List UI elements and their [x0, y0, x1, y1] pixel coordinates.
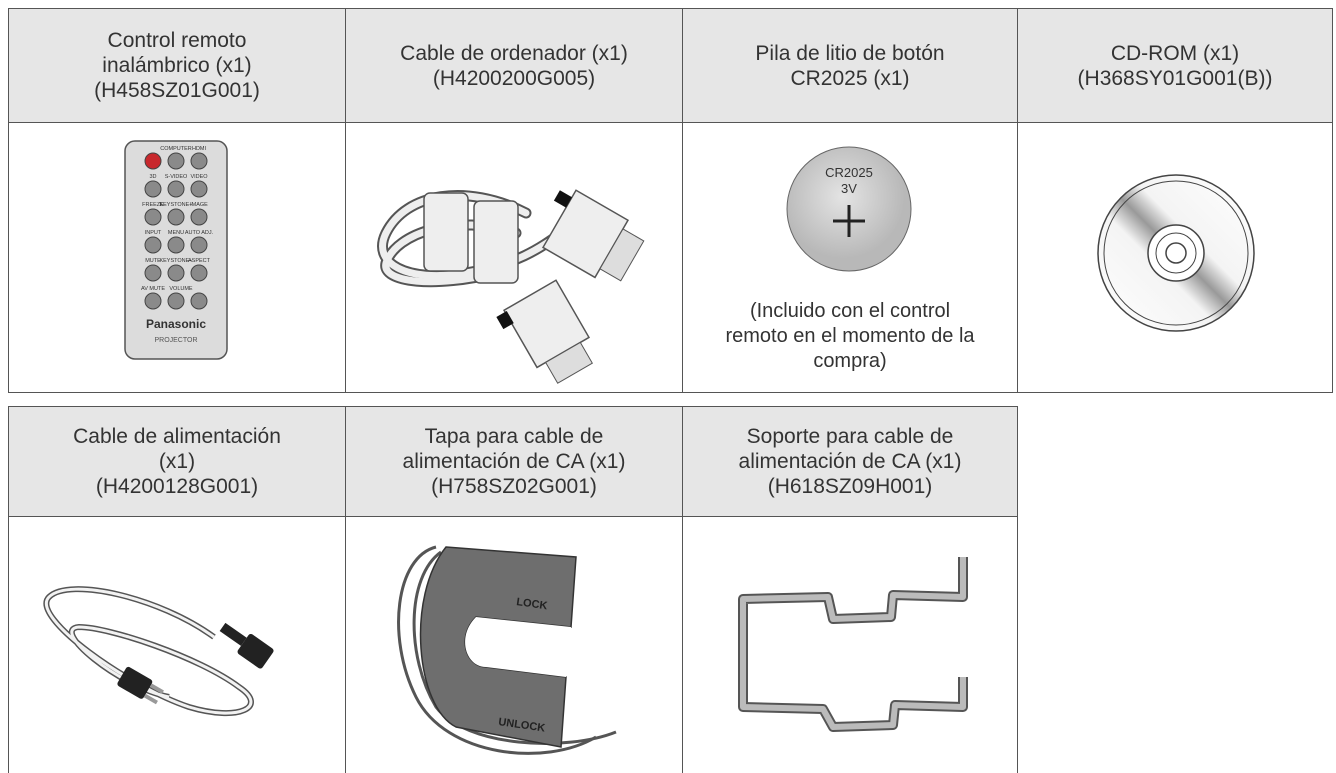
remote-button-label: AUTO ADJ. [185, 230, 214, 236]
battery-voltage: 3V [841, 181, 857, 196]
power-cord-illustration [43, 586, 274, 717]
text-line: alimentación de CA (x1) [402, 450, 626, 473]
lock-label: LOCK [516, 596, 549, 612]
header-cell: Pila de litio de botón CR2025 (x1) [682, 8, 1018, 123]
remote-button-label: KEYSTONE− [159, 258, 192, 264]
remote-button-label: COMPUTER [160, 146, 192, 152]
cd-illustration [1097, 174, 1255, 332]
image-cell [8, 516, 346, 773]
image-cell: CR2025 3V (Incluido con el control remoto… [682, 122, 1018, 393]
remote-button [144, 180, 162, 198]
cable-illustration [377, 189, 645, 384]
remote-button [190, 180, 208, 198]
remote-button [167, 236, 185, 254]
cable-cover-illustration: LOCK UNLOCK [397, 545, 617, 755]
remote-button [190, 292, 208, 310]
remote-button [190, 236, 208, 254]
text-line: Soporte para cable de [746, 425, 954, 448]
remote-button-label: FREEZE [142, 202, 164, 208]
remote-button-label: MENU [168, 230, 184, 236]
text-line: Tapa para cable de [424, 425, 604, 448]
text-line: Cable de alimentación [73, 425, 281, 448]
text-line: (H618SZ09H001) [767, 475, 933, 498]
header-cell: Cable de alimentación (x1) (H4200128G001) [8, 406, 346, 517]
caption: (Incluido con el control remoto en el mom… [683, 299, 1017, 374]
remote-button [190, 208, 208, 226]
remote-button-label: VOLUME [169, 286, 193, 292]
text-line: CD-ROM (x1) [1110, 41, 1240, 65]
remote-button-label: ASPECT [188, 258, 211, 264]
remote-button [167, 292, 185, 310]
remote-button-label: HDMI [192, 146, 207, 152]
remote-button-label: VIDEO [190, 174, 208, 180]
remote-button [144, 208, 162, 226]
remote-button [144, 264, 162, 282]
accessory-table: Cable de alimentación (x1) (H4200128G001) … [8, 406, 1018, 773]
remote-button [167, 152, 185, 170]
text-line: Control remoto [107, 29, 247, 52]
battery-model: CR2025 [825, 165, 873, 180]
text-line: inalámbrico (x1) [102, 54, 252, 77]
remote-button-label: 3D [149, 174, 156, 180]
text-line: (H758SZ02G001) [431, 475, 597, 498]
remote-button [144, 152, 162, 170]
image-cell [345, 122, 683, 393]
text-line: (H4200128G001) [95, 475, 259, 498]
header-cell: Soporte para cable de alimentación de CA … [682, 406, 1018, 517]
remote-button [167, 264, 185, 282]
text-line: (H368SY01G001(B)) [1077, 66, 1273, 90]
header-cell: CD-ROM (x1) (H368SY01G001(B)) [1017, 8, 1333, 123]
remote-button [144, 236, 162, 254]
header-cell: Control remoto inalámbrico (x1) (H458SZ01G… [8, 8, 346, 123]
remote-button-label: S-VIDEO [165, 174, 188, 180]
remote-button-label: INPUT [145, 230, 162, 236]
accessory-table: Control remoto inalámbrico (x1) (H458SZ01G… [8, 8, 1333, 393]
remote-button-label: AV MUTE [141, 286, 165, 292]
image-cell [1017, 122, 1333, 393]
image-cell [682, 516, 1018, 773]
header-cell: Tapa para cable de alimentación de CA (x1… [345, 406, 683, 517]
text-line: (x1) [158, 450, 196, 473]
remote-button-label: IMAGE [190, 202, 208, 208]
remote-brand: Panasonic [146, 317, 206, 331]
text-line: alimentación de CA (x1) [738, 450, 962, 473]
header-cell: Cable de ordenador (x1) (H4200200G005) [345, 8, 683, 123]
text-line: (H458SZ01G001) [94, 79, 260, 102]
text-line: Pila de litio de botón [755, 41, 945, 65]
text-line: (H4200200G005) [432, 66, 596, 90]
remote-button [144, 292, 162, 310]
image-cell: COMPUTER HDMI 3D S-VIDEO VIDEO FREEZE KEYSTONE… [8, 122, 346, 393]
remote-button [190, 152, 208, 170]
text-line: remoto en el momento de la [725, 325, 975, 347]
text-line: (Incluido con el control [749, 300, 951, 322]
remote-model: PROJECTOR [154, 337, 197, 344]
image-cell: LOCK UNLOCK [345, 516, 683, 773]
text-line: compra) [813, 350, 887, 372]
remote-button-label: MUTE [145, 258, 161, 264]
text-line: Cable de ordenador (x1) [400, 41, 628, 65]
battery-illustration: CR2025 3V [786, 146, 912, 272]
text-line: CR2025 (x1) [790, 66, 910, 90]
remote-button [167, 180, 185, 198]
remote-button-label: KEYSTONE+ [159, 202, 192, 208]
remote-button [167, 208, 185, 226]
cable-holder-illustration [738, 557, 968, 732]
remote-button [190, 264, 208, 282]
